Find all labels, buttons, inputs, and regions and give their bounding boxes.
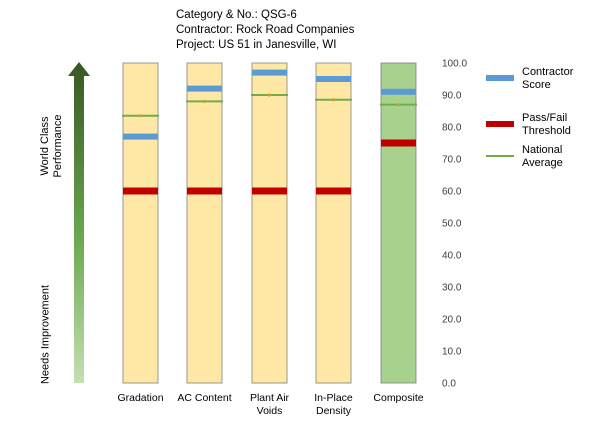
pass-fail-marker-0 <box>123 187 158 195</box>
y-tick-label-4: 40.0 <box>442 251 462 262</box>
bar-2 <box>251 62 288 384</box>
legend-passfail-line1: Pass/Fail <box>522 112 568 124</box>
performance-arrow <box>68 62 90 383</box>
y-tick-label-3: 30.0 <box>442 283 462 294</box>
contractor-score-marker-0 <box>123 133 158 140</box>
world-class-label: World Class Performance <box>39 101 65 191</box>
y-tick-label-0: 0.0 <box>442 379 456 390</box>
project-line: Project: US 51 in Janesville, WI <box>176 39 337 51</box>
legend-contractor-line2: Score <box>522 79 551 91</box>
bar-0 <box>122 62 159 384</box>
contractor-score-marker-4 <box>381 88 416 95</box>
chart-header: Category & No.: QSG-6 Contractor: Rock R… <box>176 8 354 53</box>
bar-4 <box>380 62 417 384</box>
legend-label-pass-fail: Pass/Fail Threshold <box>522 112 598 138</box>
contractor-score-marker-3 <box>316 76 351 82</box>
legend-label-national-average: National Average <box>522 144 598 170</box>
y-tick-label-10: 100.0 <box>442 59 467 70</box>
category-label-2: Plant Air Voids <box>250 392 290 417</box>
pass-fail-marker-1 <box>187 187 222 195</box>
category-label-3: In-Place Density <box>314 392 353 417</box>
contractor-score-swatch <box>486 75 514 81</box>
y-tick-label-6: 60.0 <box>442 187 462 198</box>
pass-fail-marker-4 <box>381 139 416 147</box>
legend-national-line2: Average <box>522 157 563 169</box>
needs-improvement-label: Needs Improvement <box>40 280 53 390</box>
legend-passfail-line2: Threshold <box>522 125 571 137</box>
national-average-dot-1 <box>202 99 207 103</box>
y-tick-label-5: 50.0 <box>442 219 462 230</box>
category-label-0: Gradation <box>117 392 163 404</box>
needs-improvement-text: Needs Improvement <box>39 284 52 385</box>
pass-fail-marker-3 <box>316 187 351 195</box>
national-average-dot-3 <box>331 98 336 102</box>
y-tick-label-7: 70.0 <box>442 155 462 166</box>
legend-national-line1: National <box>522 144 563 156</box>
national-average-dot-4 <box>396 103 401 107</box>
y-tick-label-8: 80.0 <box>442 123 462 134</box>
contractor-line: Contractor: Rock Road Companies <box>176 24 355 36</box>
y-tick-label-2: 20.0 <box>442 315 462 326</box>
pass-fail-marker-2 <box>252 187 287 195</box>
legend-label-contractor-score: Contractor Score <box>522 66 598 92</box>
category-line: Category & No.: QSG-6 <box>176 9 297 21</box>
national-average-dot-0 <box>138 114 143 118</box>
contractor-score-marker-2 <box>252 69 287 76</box>
bar-1 <box>186 62 223 384</box>
world-class-line1: World Class <box>39 116 51 176</box>
category-label-1: AC Content <box>177 392 231 404</box>
category-label-4: Composite <box>373 392 423 404</box>
national-average-swatch <box>486 155 514 157</box>
legend-contractor-line1: Contractor <box>522 66 574 78</box>
bar-3 <box>315 62 352 384</box>
pass-fail-swatch <box>486 121 514 127</box>
national-average-dot-2 <box>267 93 272 97</box>
y-tick-label-9: 90.0 <box>442 91 462 102</box>
y-tick-label-1: 10.0 <box>442 347 462 358</box>
contractor-score-marker-1 <box>187 85 222 92</box>
world-class-line2: Performance <box>52 114 64 178</box>
